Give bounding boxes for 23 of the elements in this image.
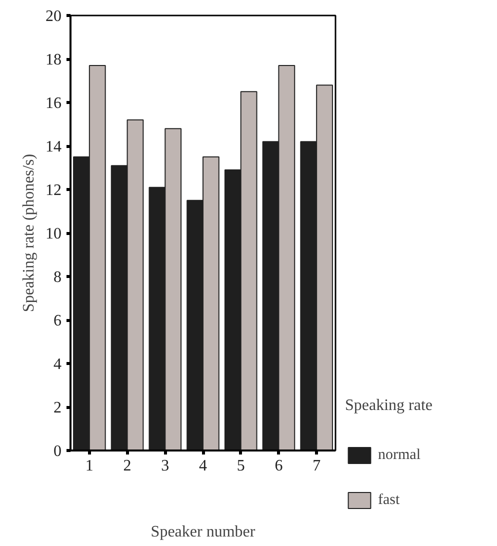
legend-label: normal xyxy=(378,446,420,464)
x-tick-label: 6 xyxy=(274,458,283,474)
legend-label: fast xyxy=(378,492,400,508)
y-tick-label: 6 xyxy=(54,312,62,330)
x-tick-label: 3 xyxy=(161,458,170,474)
y-tick-label: 16 xyxy=(46,95,62,112)
x-tick-label: 2 xyxy=(123,458,132,474)
x-tick-label: 5 xyxy=(236,458,245,474)
x-tick-label: 4 xyxy=(199,458,207,474)
y-tick-label: 20 xyxy=(46,8,62,25)
y-axis-title: Speaking rate (phones/s) xyxy=(20,154,38,312)
y-tick-label: 8 xyxy=(54,269,62,286)
y-tick-label: 12 xyxy=(46,182,62,199)
y-tick-label: 14 xyxy=(46,138,62,156)
y-tick-label: 2 xyxy=(54,400,62,416)
y-tick-label: 0 xyxy=(54,443,62,460)
y-tick-label: 4 xyxy=(54,356,62,373)
x-tick-label: 7 xyxy=(312,458,321,474)
y-tick-label: 18 xyxy=(46,52,62,68)
x-axis-title: Speaker number xyxy=(150,524,256,540)
y-tick-label: 10 xyxy=(46,226,62,242)
x-tick-label: 1 xyxy=(85,458,94,474)
legend-title: Speaking rate xyxy=(345,397,433,415)
